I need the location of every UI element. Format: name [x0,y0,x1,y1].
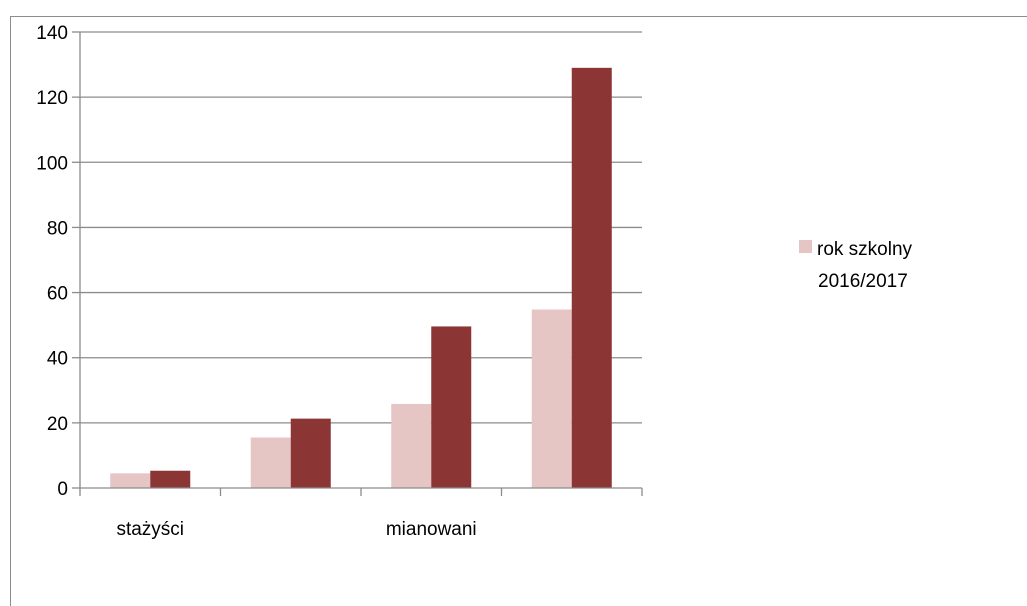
bar-series1-4 [531,309,572,488]
y-tick-label: 60 [47,284,68,305]
y-tick-label: 120 [36,88,68,109]
y-tick-label: 80 [47,218,68,239]
y-tick-label: 20 [47,414,68,435]
y-tick-label: 0 [57,479,68,500]
bar-series2-3 [431,326,472,488]
y-tick-label: 100 [36,153,68,174]
legend: rok szkolny 2016/2017 [799,239,913,292]
bar-series2-1 [150,470,191,488]
y-tick-label: 40 [47,349,68,370]
bar-series2-2 [290,418,331,488]
legend-swatch [799,240,812,253]
x-category-label: mianowani [386,519,477,540]
bar-series2-4 [571,67,612,488]
axes [72,31,643,496]
y-tick-labels: 0 20 40 60 80 100 120 140 [36,23,68,500]
legend-label-line-1: rok szkolny [817,239,913,260]
bar-series1-2 [250,437,291,488]
y-tick-label: 140 [36,23,68,44]
legend-label-line-2: 2016/2017 [818,271,908,292]
chart-frame [10,16,1027,606]
bar-series1-1 [110,473,151,488]
bar-series1-3 [391,403,432,488]
x-category-label: stażyści [116,519,184,540]
bars [110,67,612,488]
x-category-labels: stażyści mianowani [116,519,476,540]
